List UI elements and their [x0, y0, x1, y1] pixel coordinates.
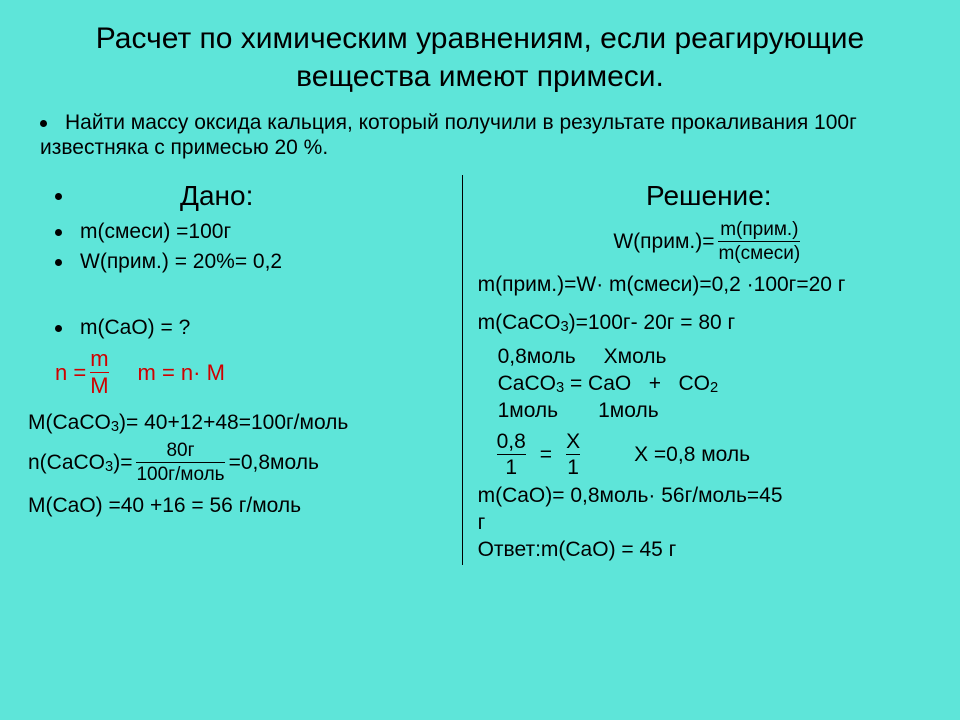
- mcaco3-calc: m(CaCO3)=100г- 20г = 80 г: [478, 311, 940, 335]
- slide-title: Расчет по химическим уравнениям, если ре…: [0, 0, 960, 105]
- sub3: 3: [111, 419, 119, 435]
- ncaco-mid: )=: [113, 451, 132, 475]
- answer-line: Ответ:m(CaO) = 45 г: [478, 538, 940, 562]
- solution-heading: Решение:: [478, 180, 940, 212]
- task-content: Найти массу оксида кальция, который полу…: [40, 111, 857, 159]
- pfrac2: X 1: [566, 431, 580, 478]
- bot-1b: 1моль: [598, 399, 659, 423]
- nfrac-den: 100г/моль: [136, 462, 224, 484]
- proportion-row: 0,8 1 = X 1 X =0,8 моль: [478, 431, 940, 478]
- n-num: m: [90, 348, 108, 372]
- mcaco3-pre: m(CaCO: [478, 311, 561, 335]
- molar-mass-caco3: M(CaCO3 )= 40+12+48=100г/моль: [20, 411, 452, 435]
- bullet-icon: [55, 193, 62, 200]
- mcaco-end: )= 40+12+48=100г/моль: [119, 411, 348, 435]
- wprim-frac: m(прим.) m(смеси): [718, 220, 800, 263]
- mprim-calc: m(прим.)=W· m(смеси)=0,2 ·100г=20 г: [478, 273, 940, 297]
- find-line: m(CaO) = ?: [20, 316, 452, 340]
- wfrac-den: m(смеси): [718, 241, 800, 263]
- resh-label: Решение:: [646, 180, 772, 212]
- task-text: Найти массу оксида кальция, который полу…: [0, 105, 960, 175]
- left-column: Дано: m(смеси) =100г W(прим.) = 20%= 0,2…: [20, 175, 462, 565]
- dano-heading: Дано:: [20, 180, 452, 212]
- mcao-value: M(CaO) =40 +16 = 56 г/моль: [28, 494, 301, 518]
- wprim-lhs: W(прим.)=: [613, 230, 714, 254]
- molar-mass-cao: M(CaO) =40 +16 = 56 г/моль: [20, 494, 452, 518]
- pf2-den: 1: [566, 454, 580, 478]
- bullet-icon: [55, 229, 62, 236]
- wprim-formula: W(прим.)= m(прим.) m(смеси): [478, 220, 940, 263]
- mcao-calc-val: m(CaO)= 0,8моль· 56г/моль=45: [478, 484, 783, 508]
- bullet-icon: [55, 259, 62, 266]
- sub3r: 3: [560, 319, 568, 335]
- pf1-den: 1: [497, 454, 526, 478]
- eq-sign: =: [540, 443, 552, 467]
- nfrac-num: 80г: [136, 441, 224, 462]
- top-08: 0,8моль: [498, 345, 576, 369]
- sub3b: 3: [105, 459, 113, 475]
- bot-1a: 1моль: [498, 399, 559, 423]
- ncaco-end: =0,8моль: [229, 451, 319, 475]
- dano-label: Дано:: [180, 180, 253, 212]
- n-den: M: [90, 372, 108, 397]
- mcaco3-end: )=100г- 20г = 80 г: [569, 311, 736, 335]
- mcao-g: г: [478, 511, 940, 535]
- wprim-line: W(прим.) = 20%= 0,2: [20, 250, 452, 274]
- mix-line: m(смеси) =100г: [20, 220, 452, 244]
- mcao-calc: m(CaO)= 0,8моль· 56г/моль=45: [478, 484, 940, 508]
- pf1-num: 0,8: [497, 431, 526, 454]
- mix-value: m(смеси) =100г: [80, 220, 231, 244]
- eq-bottom-row: 1моль 1моль: [478, 399, 940, 423]
- columns: Дано: m(смеси) =100г W(прим.) = 20%= 0,2…: [0, 175, 960, 565]
- n-fraction: m M: [90, 348, 108, 397]
- answer-value: Ответ:m(CaO) = 45 г: [478, 538, 677, 562]
- pf2-num: X: [566, 431, 580, 454]
- right-column: Решение: W(прим.)= m(прим.) m(смеси) m(п…: [462, 175, 940, 565]
- n-caco3-line: n(CaCO3 )= 80г 100г/моль =0,8моль: [20, 441, 452, 484]
- equation-row: СaCO3 = CaO + CO2: [478, 372, 940, 396]
- eq-top-row: 0,8моль Хмоль: [478, 345, 940, 369]
- mcao-g-val: г: [478, 511, 486, 535]
- m-eq: m = n· M: [138, 360, 225, 386]
- x-result: X =0,8 моль: [634, 443, 750, 467]
- sub2: 2: [710, 380, 718, 396]
- find-value: m(CaO) = ?: [80, 316, 190, 340]
- wprim-value: W(прим.) = 20%= 0,2: [80, 250, 282, 274]
- eqn-l: СaCO: [498, 372, 556, 396]
- bullet-icon: [40, 120, 47, 127]
- sub3eq: 3: [556, 380, 564, 396]
- wfrac-num: m(прим.): [718, 220, 800, 241]
- eqn-mid: = CaO + CO: [564, 372, 710, 396]
- ncaco-pre: n(CaCO: [28, 451, 105, 475]
- ncaco-frac: 80г 100г/моль: [136, 441, 224, 484]
- pfrac1: 0,8 1: [497, 431, 526, 478]
- mcaco-pre: M(CaCO: [28, 411, 111, 435]
- n-eq: n =: [55, 360, 86, 386]
- mprim-value: m(прим.)=W· m(смеси)=0,2 ·100г=20 г: [478, 273, 846, 297]
- n-formula: n = m M m = n· M: [20, 348, 452, 397]
- bullet-icon: [55, 325, 62, 332]
- top-x: Хмоль: [604, 345, 667, 369]
